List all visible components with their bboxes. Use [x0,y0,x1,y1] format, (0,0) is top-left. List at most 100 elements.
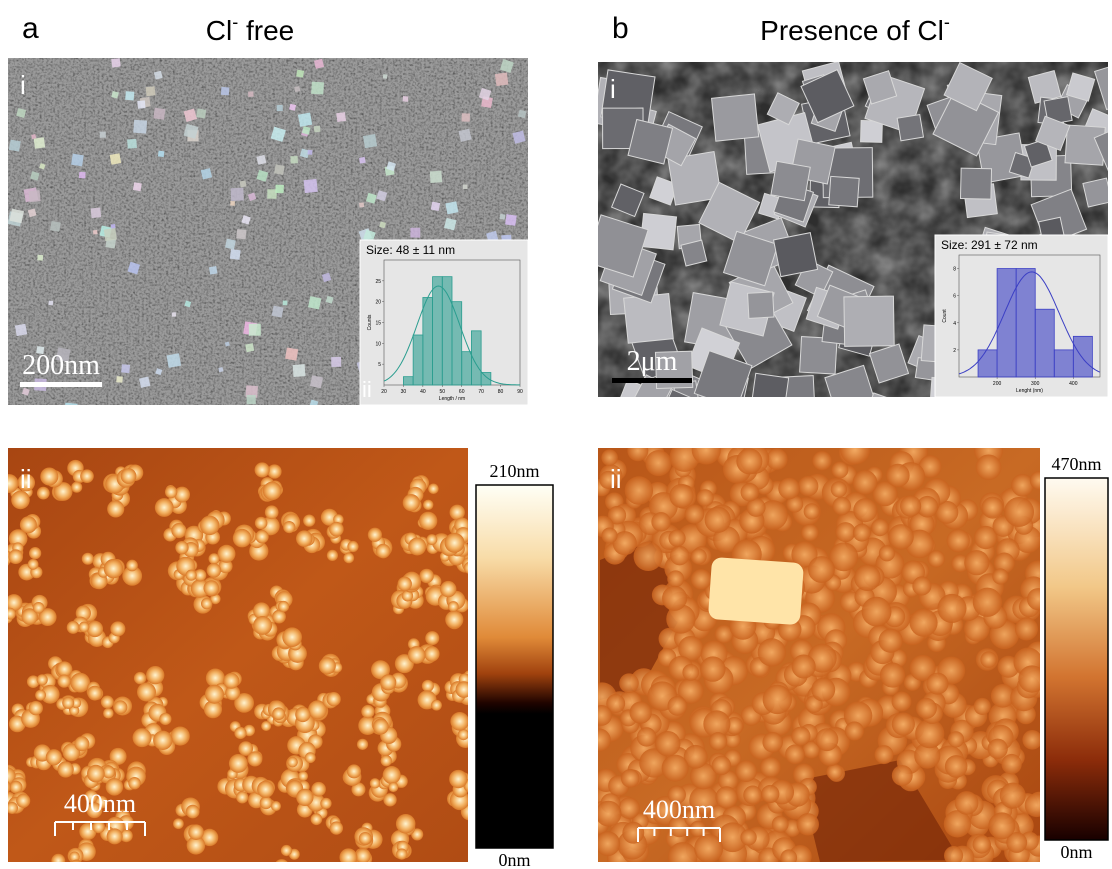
sem-particle [196,108,206,118]
afm-particle [601,528,617,544]
sub-label: i [20,70,26,100]
afm-particle [272,707,285,720]
afm-particle [128,777,140,789]
sem-particle [308,296,321,309]
afm-particle [255,517,268,530]
histogram-bar [1035,309,1054,377]
afm-particle [948,731,964,747]
sem-particle [274,164,285,175]
afm-particle [376,544,391,559]
afm-particle [645,450,671,476]
afm-particle [37,674,48,685]
sem-particle [125,91,134,100]
sem-particle [133,120,147,134]
afm-particle [440,581,456,597]
y-tick-label: 15 [375,321,381,327]
afm-particle [811,678,835,702]
afm-particle [1022,730,1042,750]
histogram-bar [462,352,472,385]
afm-particle [295,707,310,722]
afm-particle [311,813,323,825]
afm-particle [207,563,221,577]
afm-particle [403,494,420,511]
afm-particle [705,507,731,533]
afm-particle [330,821,343,834]
afm-particle [46,749,62,765]
afm-particle [634,542,663,571]
afm-particle [423,500,433,510]
afm-particle [945,755,968,778]
afm-particle [419,569,433,583]
afm-particle [282,627,302,647]
afm-particle [355,848,370,863]
panel-title: Cl- free [206,12,294,46]
afm-particle [621,769,640,788]
afm-particle [912,576,931,595]
afm-particle [357,739,368,750]
sem-particle [307,150,312,155]
afm-particle [980,651,996,667]
afm-particle [186,805,200,819]
sem-particle [121,364,130,373]
afm-particle [668,530,685,547]
afm-particle [691,548,707,564]
sem-particle [272,306,284,318]
afm-particle [1000,783,1026,809]
afm-particle [715,786,737,808]
afm-particle [879,629,903,653]
sem-cube [681,240,707,266]
afm-particle [82,553,94,565]
afm-particle [296,789,313,806]
afm-particle [29,547,41,559]
afm-particle [67,621,80,634]
afm-particle [208,553,219,564]
afm-particle [87,686,102,701]
sem-particle [9,140,21,152]
afm-particle [875,745,894,764]
afm-particle [792,654,816,678]
afm-particle [591,705,612,726]
sem-cube [751,373,788,410]
sem-particle [462,113,470,121]
afm-particle [892,765,913,786]
afm-particle [831,481,847,497]
afm-particle [992,568,1008,584]
y-tick-label: 25 [375,279,381,285]
sem-particle [311,82,324,95]
afm-particle [667,570,684,587]
title-text: Cl [206,15,232,46]
afm-particle [669,484,693,508]
sem-particle [359,157,366,164]
afm-particle [257,781,274,798]
afm-particle [261,721,271,731]
title-text: Presence of Cl [760,15,944,46]
sem-particle [293,364,306,377]
sem-particle [9,209,24,224]
x-tick-label: 90 [517,389,523,395]
afm-particle [840,435,870,465]
y-tick-label: 8 [953,267,956,273]
histogram-bar [452,302,462,385]
sem-particle [146,86,156,96]
afm-particle [35,690,46,701]
afm-particle [101,696,114,709]
sem-particle [37,255,43,261]
afm-particle [456,681,473,698]
sem-particle [153,108,165,120]
afm-particle [419,512,437,530]
afm-particle [110,621,125,636]
y-tick-label: 2 [953,348,956,354]
sem-particle [505,214,517,226]
afm-particle [428,483,439,494]
x-axis-label: Lenght (nm) [1016,388,1043,394]
afm-particle [740,829,756,845]
sem-particle [245,343,254,352]
afm-particle [159,713,171,725]
sem-cube [748,292,774,318]
afm-particle [622,822,644,844]
sem-particle [331,357,341,367]
sem-particle [296,70,304,78]
afm-particle [311,782,326,797]
histogram-bar [423,298,433,386]
afm-particle [408,646,426,664]
